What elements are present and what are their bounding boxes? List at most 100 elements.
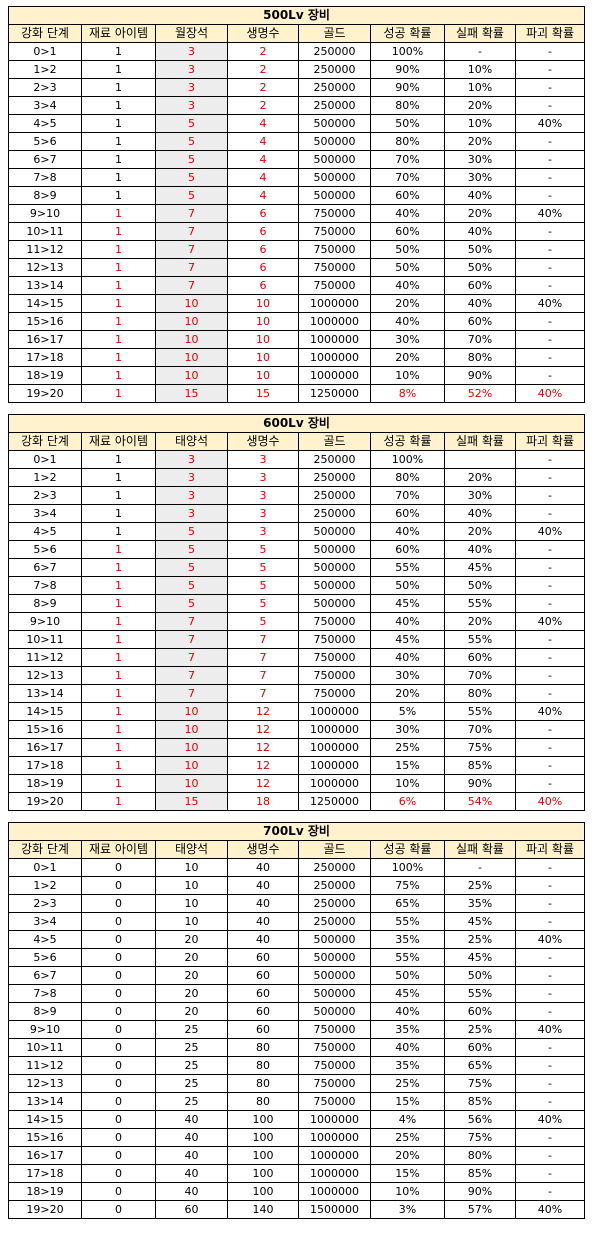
gold-cell: 750000 xyxy=(298,276,371,295)
fail-cell: 60% xyxy=(444,312,516,331)
table-row: 0>1 0 10 40 250000 100% - - xyxy=(8,858,586,877)
success-cell: 60% xyxy=(370,504,445,523)
life-cell: 6 xyxy=(227,222,299,241)
table-row: 0>1 1 3 2 250000 100% - - xyxy=(8,42,586,61)
fail-cell: 25% xyxy=(444,930,516,949)
life-cell: 40 xyxy=(227,930,299,949)
stone-cell: 10 xyxy=(155,774,228,793)
material-cell: 1 xyxy=(81,222,156,241)
stage-cell: 6>7 xyxy=(8,558,82,577)
table-row: 18>19 0 40 100 1000000 10% 90% - xyxy=(8,1182,586,1201)
fail-cell: 75% xyxy=(444,738,516,757)
gold-cell: 1000000 xyxy=(298,702,371,721)
stage-cell: 16>17 xyxy=(8,1146,82,1165)
stone-cell: 10 xyxy=(155,876,228,895)
success-cell: 35% xyxy=(370,1020,445,1039)
life-cell: 100 xyxy=(227,1182,299,1201)
fail-cell: 45% xyxy=(444,948,516,967)
stone-header: 월장석 xyxy=(155,24,228,43)
fail-cell: 50% xyxy=(444,966,516,985)
fail-cell: 25% xyxy=(444,1020,516,1039)
life-header: 생명수 xyxy=(227,24,299,43)
success-cell: 60% xyxy=(370,186,445,205)
gold-cell: 1000000 xyxy=(298,1110,371,1129)
success-cell: 70% xyxy=(370,168,445,187)
material-cell: 1 xyxy=(81,312,156,331)
stage-cell: 18>19 xyxy=(8,1182,82,1201)
life-cell: 7 xyxy=(227,666,299,685)
material-cell: 1 xyxy=(81,258,156,277)
fail-cell: 80% xyxy=(444,1146,516,1165)
fail-cell: 75% xyxy=(444,1128,516,1147)
life-cell: 7 xyxy=(227,684,299,703)
success-cell: 5% xyxy=(370,702,445,721)
gold-cell: 1250000 xyxy=(298,384,371,403)
success-cell: 55% xyxy=(370,948,445,967)
life-cell: 10 xyxy=(227,312,299,331)
material-cell: 1 xyxy=(81,720,156,739)
stage-cell: 12>13 xyxy=(8,258,82,277)
material-cell: 1 xyxy=(81,540,156,559)
fail-cell: 90% xyxy=(444,366,516,385)
stone-cell: 15 xyxy=(155,792,228,811)
stage-cell: 18>19 xyxy=(8,366,82,385)
material-cell: 0 xyxy=(81,1020,156,1039)
gold-cell: 1000000 xyxy=(298,312,371,331)
gold-cell: 500000 xyxy=(298,168,371,187)
stone-cell: 40 xyxy=(155,1164,228,1183)
table-row: 17>18 0 40 100 1000000 15% 85% - xyxy=(8,1164,586,1183)
gold-cell: 750000 xyxy=(298,612,371,631)
material-cell: 0 xyxy=(81,912,156,931)
stage-cell: 19>20 xyxy=(8,792,82,811)
success-cell: 40% xyxy=(370,204,445,223)
material-cell: 1 xyxy=(81,78,156,97)
success-header: 성공 확률 xyxy=(370,840,445,859)
destroy-cell: - xyxy=(514,912,586,931)
life-cell: 12 xyxy=(227,738,299,757)
material-cell: 1 xyxy=(81,738,156,757)
material-cell: 0 xyxy=(81,876,156,895)
success-cell: 15% xyxy=(370,1092,445,1111)
destroy-cell: 40% xyxy=(514,1200,586,1219)
material-cell: 1 xyxy=(81,132,156,151)
destroy-cell: - xyxy=(514,1038,586,1057)
fail-cell: 45% xyxy=(444,558,516,577)
table-row: 7>8 0 20 60 500000 45% 55% - xyxy=(8,984,586,1003)
fail-header: 실패 확률 xyxy=(444,24,516,43)
destroy-cell: - xyxy=(514,96,586,115)
life-cell: 5 xyxy=(227,576,299,595)
gold-header: 골드 xyxy=(298,24,371,43)
destroy-cell: - xyxy=(514,984,586,1003)
table-row: 13>14 1 7 6 750000 40% 60% - xyxy=(8,276,586,295)
stage-cell: 4>5 xyxy=(8,114,82,133)
stone-cell: 7 xyxy=(155,276,228,295)
success-cell: 15% xyxy=(370,756,445,775)
table-row: 8>9 1 5 5 500000 45% 55% - xyxy=(8,594,586,613)
life-cell: 2 xyxy=(227,96,299,115)
stage-cell: 16>17 xyxy=(8,738,82,757)
table-row: 19>20 0 60 140 1500000 3% 57% 40% xyxy=(8,1200,586,1219)
stage-cell: 2>3 xyxy=(8,78,82,97)
table-700lv: 700Lv 장비 강화 단계 재료 아이템 태양석 생명수 골드 성공 확률 실패 확률 파괴 … xyxy=(7,822,586,1219)
table-row: 9>10 1 7 5 750000 40% 20% 40% xyxy=(8,612,586,631)
material-cell: 1 xyxy=(81,504,156,523)
success-cell: 4% xyxy=(370,1110,445,1129)
material-header: 재료 아이템 xyxy=(81,24,156,43)
stage-cell: 14>15 xyxy=(8,294,82,313)
success-cell: 55% xyxy=(370,558,445,577)
fail-cell: 60% xyxy=(444,276,516,295)
material-cell: 0 xyxy=(81,930,156,949)
stone-header: 태양석 xyxy=(155,432,228,451)
gold-cell: 500000 xyxy=(298,948,371,967)
fail-cell: 40% xyxy=(444,222,516,241)
material-cell: 1 xyxy=(81,276,156,295)
stage-cell: 14>15 xyxy=(8,702,82,721)
table-row: 10>11 1 7 7 750000 45% 55% - xyxy=(8,630,586,649)
stone-cell: 7 xyxy=(155,684,228,703)
table-row: 18>19 1 10 10 1000000 10% 90% - xyxy=(8,366,586,385)
table-title: 500Lv 장비 xyxy=(7,6,586,25)
stage-cell: 19>20 xyxy=(8,384,82,403)
table-row: 17>18 1 10 12 1000000 15% 85% - xyxy=(8,756,586,775)
life-cell: 40 xyxy=(227,876,299,895)
stone-cell: 5 xyxy=(155,594,228,613)
